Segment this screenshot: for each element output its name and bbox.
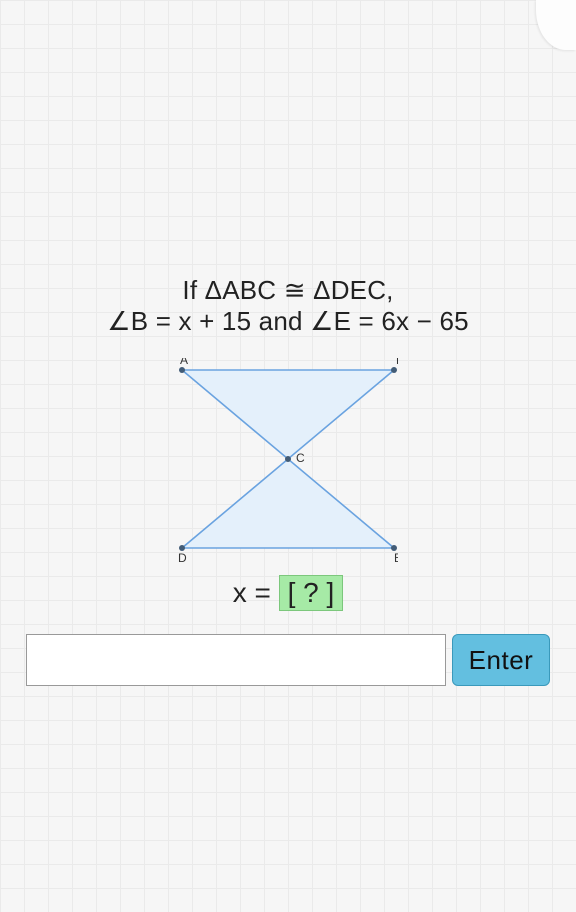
answer-prompt: x = [ ? ]	[0, 575, 576, 611]
vertex-label: C	[296, 451, 305, 465]
question-line-2: ∠B = x + 15 and ∠E = 6x − 65	[0, 306, 576, 337]
answer-placeholder-box: [ ? ]	[279, 575, 344, 611]
content-area: If ΔABC ≅ ΔDEC, ∠B = x + 15 and ∠E = 6x …	[0, 0, 576, 912]
vertex-point	[391, 367, 397, 373]
triangle	[182, 370, 394, 459]
vertex-point	[285, 456, 291, 462]
vertex-point	[179, 367, 185, 373]
vertex-label: E	[394, 551, 398, 565]
enter-button[interactable]: Enter	[452, 634, 550, 686]
vertex-label: B	[396, 358, 398, 367]
prompt-x-equals: x =	[233, 577, 279, 608]
triangle	[182, 459, 394, 548]
answer-input[interactable]	[26, 634, 446, 686]
triangles-diagram: A B C D E	[178, 358, 398, 568]
vertex-label: A	[180, 358, 188, 367]
question-line-1: If ΔABC ≅ ΔDEC,	[0, 275, 576, 306]
input-row: Enter	[26, 634, 550, 686]
vertex-label: D	[178, 551, 187, 565]
question-text: If ΔABC ≅ ΔDEC, ∠B = x + 15 and ∠E = 6x …	[0, 275, 576, 337]
